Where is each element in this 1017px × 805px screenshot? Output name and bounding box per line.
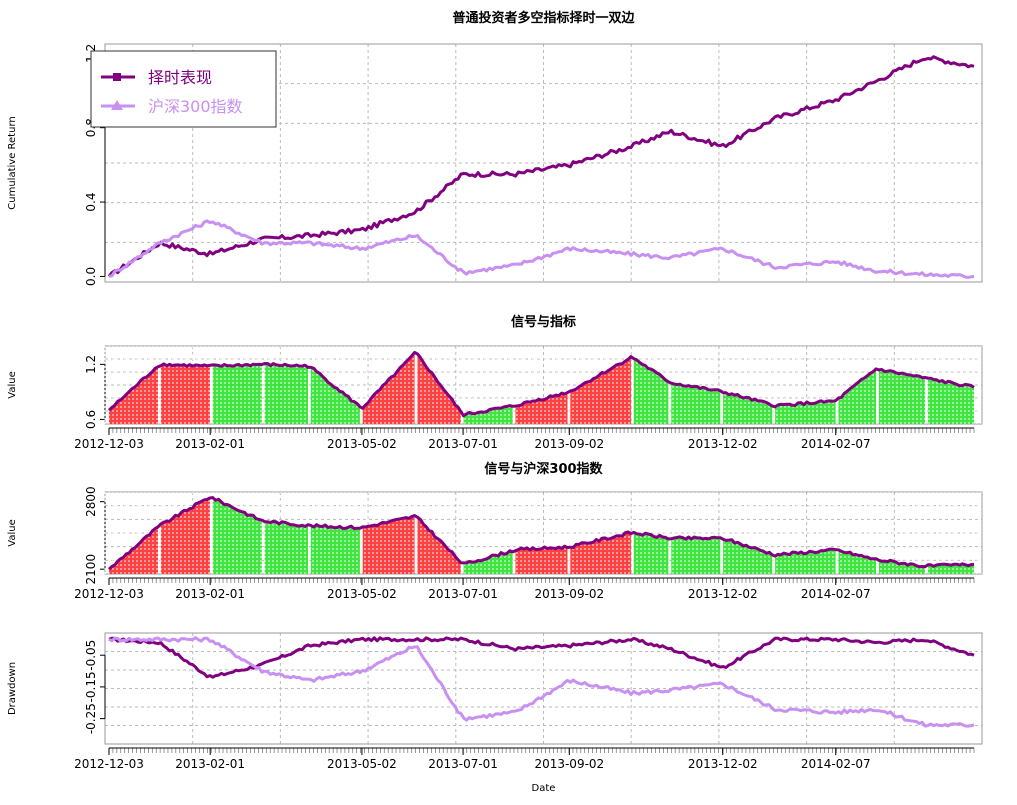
- y-axis-label: Value: [7, 519, 18, 546]
- x-tick-label: 2013-02-01: [175, 587, 245, 601]
- indicator-line: [107, 350, 975, 418]
- x-tick-label: 2013-09-02: [534, 587, 604, 601]
- x-tick-label: 2013-02-01: [175, 437, 245, 451]
- series-line-0: [108, 636, 975, 679]
- x-tick-label: 2013-05-02: [327, 757, 397, 771]
- signal-fill: [927, 563, 974, 574]
- y-axis-label: Value: [7, 371, 18, 398]
- y-tick-label: 0.0: [84, 267, 98, 286]
- x-tick-label: 2014-02-07: [801, 757, 871, 771]
- x-tick-label: 2013-07-01: [428, 437, 498, 451]
- signal-index-panel: 2100 2800 Value 信号与沪深300指数 2012-12-03 2013-02…: [7, 461, 983, 601]
- signal-indicator-panel: 0.6 1.2 Value 信号与指标 2012-12-03 2013-02-01 2013…: [7, 314, 983, 451]
- signal-fill: [723, 392, 773, 424]
- x-tick-label: 2013-07-01: [428, 587, 498, 601]
- x-tick-label: 2013-12-02: [688, 757, 758, 771]
- series-line-0: [107, 55, 975, 278]
- legend-box: [90, 50, 277, 128]
- y-axis-label: Drawdown: [7, 662, 18, 715]
- series-line-1: [108, 636, 975, 728]
- x-tick-label: 2013-05-02: [327, 437, 397, 451]
- signal-fill: [878, 560, 925, 574]
- y-tick-label: -0.15: [84, 671, 98, 702]
- signal-fill: [838, 368, 876, 424]
- y-tick-label: -0.05: [84, 640, 98, 671]
- signal-fill: [878, 369, 925, 424]
- indicator-line: [107, 496, 975, 571]
- x-tick-label: 2013-09-02: [534, 757, 604, 771]
- y-tick-label: 2800: [84, 486, 98, 517]
- grid: [105, 633, 982, 744]
- legend-label: 沪深300指数: [148, 97, 243, 116]
- x-axis-label: Date: [532, 783, 556, 794]
- drawdown-panel: -0.25-0.15-0.05 Drawdown 2012-12-03 2013-02…: [7, 632, 983, 794]
- signal-fill: [723, 539, 773, 574]
- signal-fill: [671, 536, 721, 574]
- x-tick-label: 2012-12-03: [74, 437, 144, 451]
- signal-fill: [362, 352, 415, 424]
- x-tick-label: 2012-12-03: [74, 757, 144, 771]
- x-tick-label: 2013-07-01: [428, 757, 498, 771]
- y-tick-label: 1.2: [84, 355, 98, 374]
- legend-marker: [113, 73, 121, 81]
- signal-fill: [927, 378, 974, 424]
- x-tick-label: 2013-05-02: [327, 587, 397, 601]
- chart-title: 信号与指标: [511, 314, 576, 330]
- signal-fill: [515, 392, 568, 424]
- chart-title: 信号与沪深300指数: [484, 461, 603, 477]
- x-tick-label: 2013-02-01: [175, 757, 245, 771]
- fill-hatch: [104, 492, 982, 574]
- series-line-1: [108, 219, 975, 279]
- signal-fill: [310, 367, 360, 424]
- x-tick-label: 2012-12-03: [74, 587, 144, 601]
- legend-label: 择时表现: [148, 68, 212, 87]
- y-tick-label: 2100: [84, 554, 98, 585]
- signal-fill: [310, 524, 360, 574]
- y-tick-label: 0.4: [84, 193, 98, 212]
- x-tick-label: 2013-12-02: [688, 437, 758, 451]
- signal-fill: [671, 383, 721, 424]
- signal-fill: [633, 532, 669, 574]
- x-tick-label: 2014-02-07: [801, 437, 871, 451]
- chart-title: 普通投资者多空指标择时一双边: [452, 10, 635, 26]
- y-tick-label: -0.25: [84, 703, 98, 734]
- y-tick-label: 0.6: [84, 410, 98, 429]
- x-tick-label: 2013-09-02: [534, 437, 604, 451]
- x-tick-label: 2013-12-02: [688, 587, 758, 601]
- cumulative-return-panel: 0.00.40.81.2Cumulative Return普通投资者多空指标择时…: [7, 10, 983, 286]
- x-tick-label: 2014-02-07: [801, 587, 871, 601]
- legend-marker: [111, 100, 123, 110]
- y-axis-label: Cumulative Return: [7, 116, 18, 209]
- fill-hatch: [104, 346, 982, 424]
